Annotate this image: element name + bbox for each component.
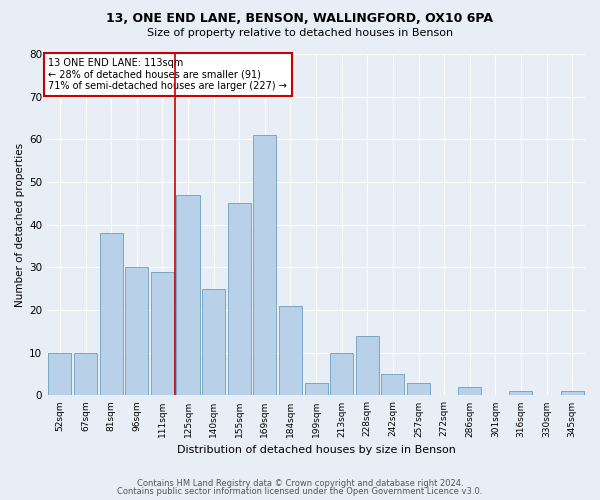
Bar <box>330 353 353 396</box>
Text: 13, ONE END LANE, BENSON, WALLINGFORD, OX10 6PA: 13, ONE END LANE, BENSON, WALLINGFORD, O… <box>107 12 493 26</box>
Bar <box>407 382 430 396</box>
X-axis label: Distribution of detached houses by size in Benson: Distribution of detached houses by size … <box>176 445 455 455</box>
Bar <box>151 272 174 396</box>
Bar <box>228 204 251 396</box>
Bar <box>100 234 123 396</box>
Bar <box>125 268 148 396</box>
Y-axis label: Number of detached properties: Number of detached properties <box>15 142 25 307</box>
Bar <box>382 374 404 396</box>
Bar <box>279 306 302 396</box>
Bar <box>176 195 200 396</box>
Text: 13 ONE END LANE: 113sqm
← 28% of detached houses are smaller (91)
71% of semi-de: 13 ONE END LANE: 113sqm ← 28% of detache… <box>49 58 287 92</box>
Bar <box>49 353 71 396</box>
Text: Contains public sector information licensed under the Open Government Licence v3: Contains public sector information licen… <box>118 487 482 496</box>
Bar <box>356 336 379 396</box>
Text: Contains HM Land Registry data © Crown copyright and database right 2024.: Contains HM Land Registry data © Crown c… <box>137 478 463 488</box>
Bar <box>305 382 328 396</box>
Bar <box>458 387 481 396</box>
Bar <box>74 353 97 396</box>
Bar <box>560 391 584 396</box>
Bar <box>253 135 277 396</box>
Bar <box>509 391 532 396</box>
Bar <box>202 288 225 396</box>
Text: Size of property relative to detached houses in Benson: Size of property relative to detached ho… <box>147 28 453 38</box>
